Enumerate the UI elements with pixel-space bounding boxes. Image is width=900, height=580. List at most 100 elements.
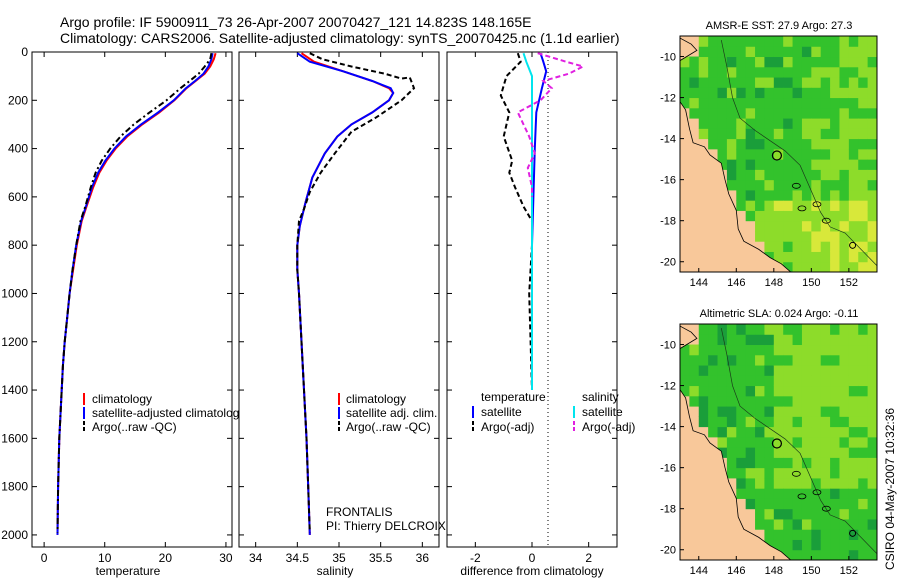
heat-cell xyxy=(801,159,812,170)
heat-cell xyxy=(773,159,784,170)
salinity-panel: 34 34.5 35 35.5 36 salinity climatology sate… xyxy=(238,51,446,578)
heat-cell xyxy=(773,36,784,47)
heat-cell xyxy=(848,529,859,540)
heat-cell xyxy=(839,128,850,140)
heat-cell xyxy=(736,457,747,469)
heat-cell xyxy=(848,426,859,438)
heat-cell xyxy=(801,46,812,58)
heat-cell xyxy=(755,200,765,211)
heat-cell xyxy=(783,518,794,530)
heat-cell xyxy=(726,467,737,479)
heat-cell xyxy=(764,230,775,242)
heat-cell xyxy=(801,138,812,150)
heat-cell xyxy=(830,436,840,448)
heat-cell xyxy=(820,251,831,263)
heat-cell xyxy=(820,189,831,201)
heat-cell xyxy=(839,189,850,201)
project-annotation: FRONTALIS xyxy=(326,505,392,519)
sst-map-panel: AMSR-E SST: 27.9 Argo: 27.3 144 146 148 150… xyxy=(660,20,878,289)
heat-cell xyxy=(698,56,709,68)
y-tick-label: 400 xyxy=(8,142,28,156)
legend-label-sal-argo: Argo(-adj) xyxy=(582,420,635,434)
heat-cell xyxy=(820,447,831,458)
heat-cell xyxy=(839,210,850,222)
heat-cell xyxy=(773,406,784,417)
heat-cell xyxy=(755,426,765,438)
heat-cell xyxy=(839,107,850,119)
heat-cell xyxy=(801,549,812,560)
heat-cell xyxy=(736,189,747,201)
heat-cell xyxy=(858,230,869,242)
heat-cell xyxy=(764,107,775,119)
heat-cell xyxy=(848,436,859,448)
heat-cell xyxy=(848,467,859,479)
heat-cell xyxy=(839,375,850,387)
heat-cell xyxy=(708,118,719,129)
heat-cell xyxy=(726,128,737,140)
heat-cell xyxy=(858,66,869,78)
heat-cell xyxy=(726,107,737,119)
heat-cell xyxy=(755,447,765,458)
reef-outline xyxy=(797,205,807,212)
heat-cell xyxy=(773,477,784,489)
heat-cell xyxy=(708,46,719,58)
heat-cell xyxy=(867,46,877,58)
heat-cell xyxy=(745,416,756,428)
heat-cell xyxy=(801,251,812,263)
heat-cell xyxy=(867,436,877,448)
heat-cell xyxy=(867,189,877,201)
heat-cell xyxy=(867,477,877,489)
legend-label-argo: Argo(..raw -QC) xyxy=(92,420,177,434)
heat-cell xyxy=(858,406,869,417)
heat-cell xyxy=(830,375,840,387)
heat-cell xyxy=(717,436,728,448)
heat-cell xyxy=(867,354,877,366)
heat-cell xyxy=(839,416,850,428)
isobath xyxy=(720,40,877,267)
heat-cell xyxy=(858,56,869,68)
heat-cell xyxy=(867,447,877,458)
heat-cell xyxy=(867,385,877,397)
heat-cell xyxy=(792,36,803,47)
heat-cell xyxy=(717,416,728,428)
x-tick-label: 34 xyxy=(249,551,263,565)
y-tick-label: 0 xyxy=(21,45,28,59)
heat-cell xyxy=(708,77,719,88)
png-coastline xyxy=(680,37,698,62)
heat-cell xyxy=(858,210,869,222)
heat-cell xyxy=(783,241,794,252)
heat-cell xyxy=(820,457,831,469)
heat-cell xyxy=(830,97,840,109)
heat-cell xyxy=(755,498,765,510)
map-x-tick-label: 152 xyxy=(840,277,858,289)
heat-cell xyxy=(848,334,859,346)
heat-cell xyxy=(717,118,728,129)
heat-cell xyxy=(801,488,812,499)
heat-cell xyxy=(830,467,840,479)
heat-cell xyxy=(764,169,775,181)
heat-cell xyxy=(698,97,709,109)
heat-cell xyxy=(708,36,719,47)
heat-cell xyxy=(811,189,822,201)
heat-cell xyxy=(708,107,719,119)
heat-cell xyxy=(792,334,803,346)
heat-cell xyxy=(736,334,747,346)
heat-cell xyxy=(867,395,877,407)
heat-cell xyxy=(830,395,840,407)
heat-cell xyxy=(830,169,840,181)
heat-cell xyxy=(783,230,794,242)
heat-cell xyxy=(755,385,765,397)
heat-cell xyxy=(830,549,840,560)
heat-cell xyxy=(830,508,840,520)
heat-cell xyxy=(858,97,869,109)
heat-cell xyxy=(773,200,784,211)
heat-cell xyxy=(830,416,840,428)
heat-cell xyxy=(867,518,877,530)
heat-cell xyxy=(726,118,737,129)
heat-cell xyxy=(848,148,859,160)
heat-cell xyxy=(820,261,831,272)
heat-cell xyxy=(717,385,728,397)
heat-cell xyxy=(858,498,869,510)
heat-cell xyxy=(848,395,859,407)
heat-cell xyxy=(764,518,775,530)
